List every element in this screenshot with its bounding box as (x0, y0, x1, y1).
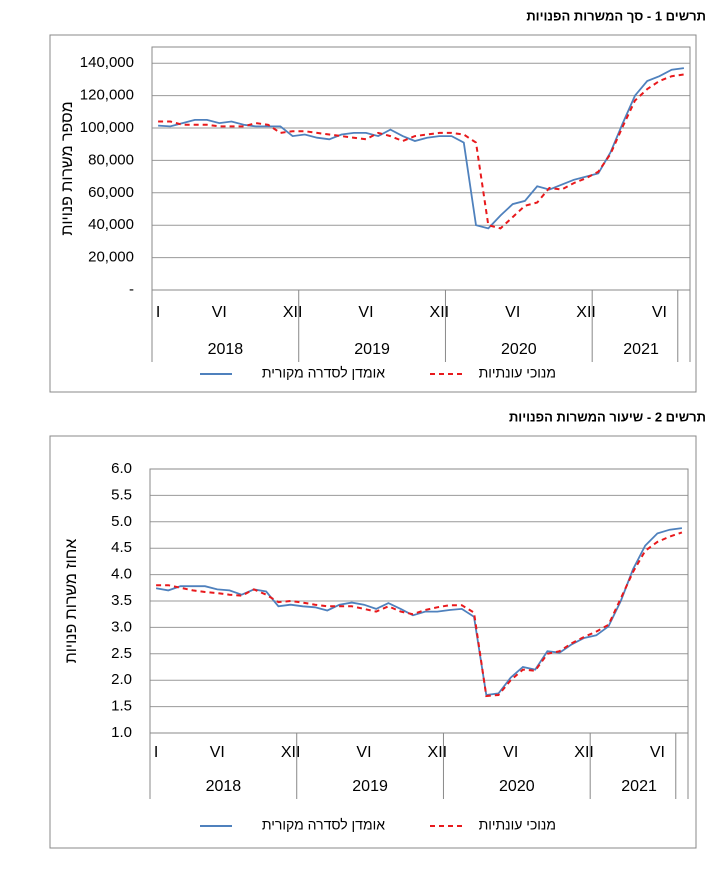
plot-frame (151, 46, 691, 291)
x-tick-label: VI (212, 304, 227, 321)
legend-label: אומדן לסדרה מקורית (262, 365, 385, 381)
legend-label: אומדן לסדרה מקורית (262, 817, 385, 833)
y-tick-label: 60,000 (88, 184, 134, 201)
y-tick-label: - (129, 281, 134, 298)
legend-label: מנוכי עונתיות (479, 365, 556, 381)
chart-frame (49, 435, 697, 849)
y-tick-label: 2.5 (111, 645, 132, 662)
legend-label: מנוכי עונתיות (479, 817, 556, 833)
y-tick-label: 5.5 (111, 486, 132, 503)
year-label: 2021 (621, 778, 657, 795)
y-tick-label: 80,000 (88, 151, 134, 168)
y-tick-label: 2.0 (111, 671, 132, 688)
y-tick-label: 120,000 (80, 87, 134, 104)
year-label: 2018 (208, 341, 244, 358)
chart-frame (49, 34, 697, 393)
series-line (155, 527, 683, 697)
x-tick-label: XII (576, 304, 596, 321)
x-tick-label: VI (652, 304, 667, 321)
series-line (156, 531, 683, 698)
y-tick-label: 40,000 (88, 216, 134, 233)
x-tick-label: I (156, 304, 160, 321)
y-axis-title: אחוז משרות פנויות (63, 539, 80, 664)
chart-title: תרשים 1 - סך המשרות הפנויות (526, 8, 706, 23)
x-tick-label: I (154, 744, 158, 761)
y-tick-label: 3.0 (111, 618, 132, 635)
y-tick-label: 4.5 (111, 539, 132, 556)
x-tick-label: VI (210, 744, 225, 761)
series-line (158, 67, 685, 230)
series-line (158, 73, 685, 230)
x-tick-label: VI (356, 744, 371, 761)
y-tick-label: 6.0 (111, 460, 132, 477)
y-tick-label: 4.0 (111, 566, 132, 583)
year-label: 2020 (501, 341, 537, 358)
y-tick-label: 3.5 (111, 592, 132, 609)
y-axis-title: מספר משרות פנויות (59, 101, 76, 235)
year-label: 2020 (499, 778, 535, 795)
x-tick-label: XII (281, 744, 301, 761)
x-tick-label: VI (505, 304, 520, 321)
x-tick-label: VI (358, 304, 373, 321)
chart-title: תרשים 2 - שיעור המשרות הפנויות (509, 409, 706, 424)
y-tick-label: 100,000 (80, 119, 134, 136)
year-label: 2021 (623, 341, 659, 358)
x-tick-label: XII (430, 304, 450, 321)
year-label: 2019 (352, 778, 388, 795)
year-label: 2018 (206, 778, 242, 795)
y-tick-label: 1.0 (111, 724, 132, 741)
x-tick-label: XII (574, 744, 594, 761)
x-tick-label: VI (503, 744, 518, 761)
x-tick-label: XII (283, 304, 303, 321)
y-tick-label: 5.0 (111, 513, 132, 530)
y-tick-label: 20,000 (88, 249, 134, 266)
plot-frame (149, 468, 689, 734)
year-label: 2019 (354, 341, 390, 358)
y-tick-label: 1.5 (111, 698, 132, 715)
x-tick-label: VI (650, 744, 665, 761)
y-tick-label: 140,000 (80, 54, 134, 71)
x-tick-label: XII (428, 744, 448, 761)
